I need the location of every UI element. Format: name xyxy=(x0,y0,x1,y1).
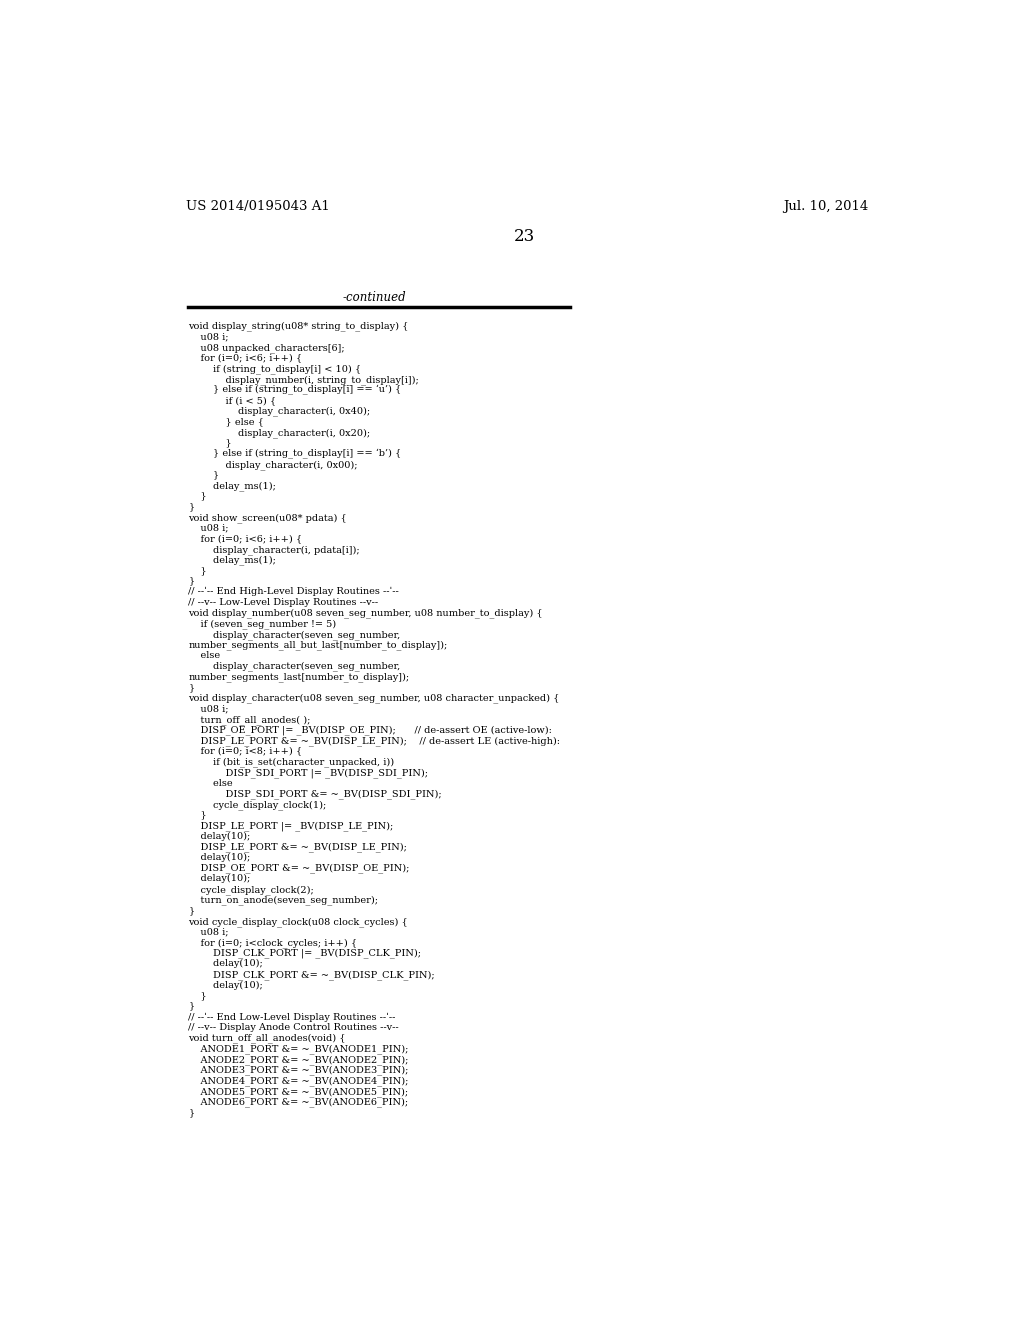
Text: cycle_display_clock(2);: cycle_display_clock(2); xyxy=(188,884,314,895)
Text: // --ˈ-- End High-Level Display Routines --ˈ--: // --ˈ-- End High-Level Display Routines… xyxy=(188,587,399,597)
Text: // --v-- Display Anode Control Routines --v--: // --v-- Display Anode Control Routines … xyxy=(188,1023,399,1032)
Text: }: } xyxy=(188,470,220,479)
Text: for (i=0; i<8; i++) {: for (i=0; i<8; i++) { xyxy=(188,747,302,755)
Text: void display_string(u08* string_to_display) {: void display_string(u08* string_to_displ… xyxy=(188,322,409,331)
Text: }: } xyxy=(188,906,195,915)
Text: Jul. 10, 2014: Jul. 10, 2014 xyxy=(783,199,868,213)
Text: DISP_SDI_PORT |= _BV(DISP_SDI_PIN);: DISP_SDI_PORT |= _BV(DISP_SDI_PIN); xyxy=(188,768,428,777)
Text: delay(10);: delay(10); xyxy=(188,874,251,883)
Text: display_character(i, 0x20);: display_character(i, 0x20); xyxy=(188,428,371,438)
Text: DISP_LE_PORT |= _BV(DISP_LE_PIN);: DISP_LE_PORT |= _BV(DISP_LE_PIN); xyxy=(188,821,393,830)
Text: delay(10);: delay(10); xyxy=(188,853,251,862)
Text: }: } xyxy=(188,991,207,1001)
Text: ANODE6_PORT &= ~_BV(ANODE6_PIN);: ANODE6_PORT &= ~_BV(ANODE6_PIN); xyxy=(188,1097,409,1107)
Text: -continued: -continued xyxy=(343,290,407,304)
Text: void display_character(u08 seven_seg_number, u08 character_unpacked) {: void display_character(u08 seven_seg_num… xyxy=(188,693,560,704)
Text: } else if (string_to_display[i] == ‘b’) {: } else if (string_to_display[i] == ‘b’) … xyxy=(188,449,401,459)
Text: DISP_SDI_PORT &= ~_BV(DISP_SDI_PIN);: DISP_SDI_PORT &= ~_BV(DISP_SDI_PIN); xyxy=(188,789,442,799)
Text: ANODE1_PORT &= ~_BV(ANODE1_PIN);: ANODE1_PORT &= ~_BV(ANODE1_PIN); xyxy=(188,1044,409,1055)
Text: if (string_to_display[i] < 10) {: if (string_to_display[i] < 10) { xyxy=(188,364,361,374)
Text: }: } xyxy=(188,1002,195,1011)
Text: }: } xyxy=(188,566,207,576)
Text: } else if (string_to_display[i] == ‘u’) {: } else if (string_to_display[i] == ‘u’) … xyxy=(188,385,401,396)
Text: u08 i;: u08 i; xyxy=(188,928,229,936)
Text: for (i=0; i<6; i++) {: for (i=0; i<6; i++) { xyxy=(188,354,302,363)
Text: DISP_OE_PORT |= _BV(DISP_OE_PIN);      // de-assert OE (active-low):: DISP_OE_PORT |= _BV(DISP_OE_PIN); // de-… xyxy=(188,726,552,735)
Text: }: } xyxy=(188,491,207,500)
Text: else: else xyxy=(188,651,220,660)
Text: delay(10);: delay(10); xyxy=(188,960,263,969)
Text: display_character(seven_seg_number,: display_character(seven_seg_number, xyxy=(188,630,400,640)
Text: // --v-- Low-Level Display Routines --v--: // --v-- Low-Level Display Routines --v-… xyxy=(188,598,379,607)
Text: number_segments_last[number_to_display]);: number_segments_last[number_to_display])… xyxy=(188,672,410,682)
Text: // --ˈ-- End Low-Level Display Routines --ˈ--: // --ˈ-- End Low-Level Display Routines … xyxy=(188,1012,396,1022)
Text: cycle_display_clock(1);: cycle_display_clock(1); xyxy=(188,800,327,809)
Text: display_character(i, 0x00);: display_character(i, 0x00); xyxy=(188,459,358,470)
Text: ANODE5_PORT &= ~_BV(ANODE5_PIN);: ANODE5_PORT &= ~_BV(ANODE5_PIN); xyxy=(188,1086,409,1097)
Text: void turn_off_all_anodes(void) {: void turn_off_all_anodes(void) { xyxy=(188,1034,346,1043)
Text: display_character(seven_seg_number,: display_character(seven_seg_number, xyxy=(188,661,400,672)
Text: DISP_OE_PORT &= ~_BV(DISP_OE_PIN);: DISP_OE_PORT &= ~_BV(DISP_OE_PIN); xyxy=(188,863,410,874)
Text: u08 i;: u08 i; xyxy=(188,333,229,342)
Text: u08 unpacked_characters[6];: u08 unpacked_characters[6]; xyxy=(188,343,345,352)
Text: for (i=0; i<clock_cycles; i++) {: for (i=0; i<clock_cycles; i++) { xyxy=(188,939,357,948)
Text: delay_ms(1);: delay_ms(1); xyxy=(188,556,276,565)
Text: }: } xyxy=(188,438,232,447)
Text: else: else xyxy=(188,779,233,788)
Text: }: } xyxy=(188,682,195,692)
Text: void show_screen(u08* pdata) {: void show_screen(u08* pdata) { xyxy=(188,513,347,523)
Text: }: } xyxy=(188,810,207,820)
Text: DISP_LE_PORT &= ~_BV(DISP_LE_PIN);: DISP_LE_PORT &= ~_BV(DISP_LE_PIN); xyxy=(188,842,408,853)
Text: }: } xyxy=(188,577,195,586)
Text: DISP_CLK_PORT &= ~_BV(DISP_CLK_PIN);: DISP_CLK_PORT &= ~_BV(DISP_CLK_PIN); xyxy=(188,970,435,979)
Text: if (seven_seg_number != 5): if (seven_seg_number != 5) xyxy=(188,619,337,630)
Text: ANODE3_PORT &= ~_BV(ANODE3_PIN);: ANODE3_PORT &= ~_BV(ANODE3_PIN); xyxy=(188,1065,409,1076)
Text: u08 i;: u08 i; xyxy=(188,704,229,713)
Text: display_character(i, pdata[i]);: display_character(i, pdata[i]); xyxy=(188,545,360,554)
Text: delay_ms(1);: delay_ms(1); xyxy=(188,480,276,491)
Text: DISP_CLK_PORT |= _BV(DISP_CLK_PIN);: DISP_CLK_PORT |= _BV(DISP_CLK_PIN); xyxy=(188,949,422,958)
Text: } else {: } else { xyxy=(188,417,264,426)
Text: display_character(i, 0x40);: display_character(i, 0x40); xyxy=(188,407,371,417)
Text: delay(10);: delay(10); xyxy=(188,832,251,841)
Text: ANODE4_PORT &= ~_BV(ANODE4_PIN);: ANODE4_PORT &= ~_BV(ANODE4_PIN); xyxy=(188,1076,409,1086)
Text: 23: 23 xyxy=(514,228,536,246)
Text: void cycle_display_clock(u08 clock_cycles) {: void cycle_display_clock(u08 clock_cycle… xyxy=(188,916,409,927)
Text: display_number(i, string_to_display[i]);: display_number(i, string_to_display[i]); xyxy=(188,375,419,384)
Text: US 2014/0195043 A1: US 2014/0195043 A1 xyxy=(186,199,330,213)
Text: }: } xyxy=(188,1107,195,1117)
Text: DISP_LE_PORT &= ~_BV(DISP_LE_PIN);    // de-assert LE (active-high):: DISP_LE_PORT &= ~_BV(DISP_LE_PIN); // de… xyxy=(188,737,560,746)
Text: delay(10);: delay(10); xyxy=(188,981,263,990)
Text: turn_on_anode(seven_seg_number);: turn_on_anode(seven_seg_number); xyxy=(188,895,379,906)
Text: if (bit_is_set(character_unpacked, i)): if (bit_is_set(character_unpacked, i)) xyxy=(188,758,394,767)
Text: number_segments_all_but_last[number_to_display]);: number_segments_all_but_last[number_to_d… xyxy=(188,640,447,651)
Text: }: } xyxy=(188,503,195,511)
Text: for (i=0; i<6; i++) {: for (i=0; i<6; i++) { xyxy=(188,535,302,543)
Text: void display_number(u08 seven_seg_number, u08 number_to_display) {: void display_number(u08 seven_seg_number… xyxy=(188,609,543,618)
Text: ANODE2_PORT &= ~_BV(ANODE2_PIN);: ANODE2_PORT &= ~_BV(ANODE2_PIN); xyxy=(188,1055,409,1065)
Text: if (i < 5) {: if (i < 5) { xyxy=(188,396,276,405)
Text: u08 i;: u08 i; xyxy=(188,524,229,532)
Text: turn_off_all_anodes( );: turn_off_all_anodes( ); xyxy=(188,715,311,725)
